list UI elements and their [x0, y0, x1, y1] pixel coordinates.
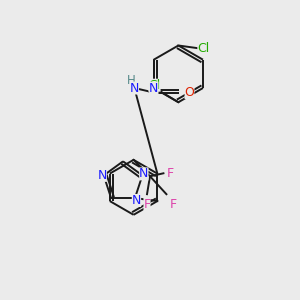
Text: F: F: [167, 167, 174, 180]
Text: F: F: [169, 198, 176, 211]
Text: N: N: [130, 82, 139, 94]
Text: N: N: [98, 169, 107, 182]
Text: H: H: [127, 74, 136, 87]
Text: Cl: Cl: [148, 79, 160, 92]
Text: F: F: [143, 198, 151, 211]
Text: N: N: [132, 194, 141, 207]
Text: O: O: [184, 86, 194, 99]
Text: N: N: [149, 82, 158, 94]
Text: Cl: Cl: [197, 42, 210, 55]
Text: N: N: [139, 167, 148, 180]
